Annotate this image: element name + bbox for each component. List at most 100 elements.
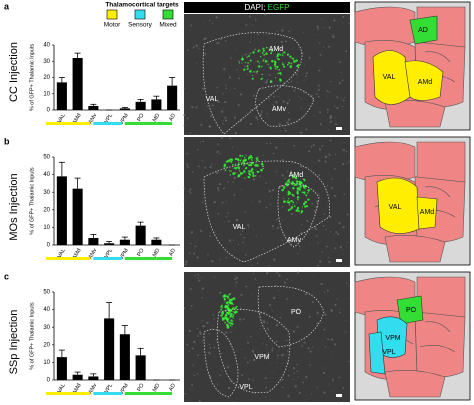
tissue-speck <box>341 105 344 108</box>
tissue-speck <box>207 254 209 256</box>
tissue-speck <box>332 380 334 382</box>
egfp-signal <box>301 191 304 194</box>
egfp-signal <box>290 63 292 65</box>
tissue-speck <box>208 19 211 22</box>
y-tick-label: 0 <box>47 378 51 384</box>
tissue-speck <box>215 338 218 341</box>
egfp-signal <box>274 67 277 70</box>
egfp-signal <box>289 208 292 211</box>
tissue-speck <box>224 100 227 104</box>
egfp-signal <box>247 61 249 64</box>
tissue-speck <box>275 324 279 327</box>
tissue-speck <box>200 142 202 144</box>
tissue-speck <box>193 374 196 377</box>
atlas-boundary <box>424 321 451 333</box>
egfp-signal <box>220 308 223 311</box>
egfp-signal <box>251 171 255 174</box>
tissue-speck <box>301 223 303 226</box>
egfp-signal <box>228 293 230 296</box>
tissue-speck <box>330 308 333 312</box>
tissue-speck <box>244 154 248 157</box>
tissue-speck <box>321 217 323 219</box>
tissue-speck <box>278 32 280 35</box>
egfp-signal <box>274 65 277 68</box>
tissue-speck <box>293 144 296 147</box>
tissue-speck <box>265 182 267 184</box>
category-group-bar <box>77 392 91 395</box>
x-tick-label: PO <box>136 382 146 393</box>
tissue-speck <box>224 40 227 42</box>
egfp-signal <box>297 190 299 192</box>
tissue-speck <box>254 393 256 395</box>
x-tick-label: VPL <box>104 113 114 125</box>
bar <box>56 357 67 380</box>
tissue-speck <box>345 282 348 284</box>
tissue-speck <box>268 190 271 193</box>
egfp-signal <box>292 176 294 179</box>
egfp-signal <box>295 177 297 180</box>
tissue-speck <box>239 233 242 236</box>
tissue-speck <box>251 294 253 296</box>
egfp-signal <box>228 298 230 300</box>
tissue-speck <box>245 24 248 26</box>
tissue-speck <box>295 73 298 76</box>
tissue-speck <box>316 93 318 95</box>
tissue-speck <box>215 15 218 18</box>
tissue-speck <box>298 391 301 394</box>
panel-letter: b <box>4 136 10 146</box>
tissue-speck <box>271 225 274 228</box>
egfp-signal <box>286 182 288 184</box>
tissue-speck <box>202 351 204 353</box>
tissue-speck <box>264 13 267 16</box>
region-outline <box>257 286 325 348</box>
y-tick-label: 20 <box>43 207 50 213</box>
tissue-speck <box>189 308 191 309</box>
tissue-speck <box>321 145 324 147</box>
legend-title: Thalamocortical targets <box>105 2 179 9</box>
tissue-speck <box>341 50 343 52</box>
tissue-speck <box>348 285 350 287</box>
egfp-signal <box>288 181 291 184</box>
tissue-speck <box>281 239 283 241</box>
tissue-speck <box>214 383 215 385</box>
tissue-speck <box>258 200 261 203</box>
tissue-speck <box>213 201 216 204</box>
bar <box>72 58 83 110</box>
legend-label: Motor <box>104 22 121 29</box>
egfp-signal <box>270 49 274 52</box>
tissue-speck <box>283 127 285 129</box>
tissue-speck <box>217 212 220 215</box>
tissue-speck <box>289 28 291 30</box>
bar <box>72 374 83 380</box>
tissue-speck <box>319 111 322 114</box>
tissue-speck <box>212 324 214 327</box>
egfp-signal <box>226 166 228 168</box>
tissue-speck <box>298 256 300 258</box>
egfp-signal <box>231 299 233 302</box>
tissue-speck <box>247 377 250 380</box>
tissue-speck <box>239 93 243 96</box>
tissue-speck <box>227 386 231 390</box>
tissue-speck <box>326 89 329 92</box>
egfp-signal <box>243 170 246 173</box>
tissue-speck <box>192 48 194 50</box>
egfp-signal <box>240 162 243 165</box>
tissue-speck <box>281 205 284 208</box>
tissue-speck <box>231 328 233 330</box>
tissue-speck <box>288 396 291 398</box>
egfp-signal <box>241 57 244 61</box>
tissue-speck <box>255 71 258 75</box>
tissue-speck <box>187 166 190 169</box>
image-region-label: AMv <box>287 237 302 244</box>
tissue-speck <box>284 129 287 132</box>
egfp-signal <box>261 73 263 76</box>
tissue-speck <box>266 142 268 144</box>
tissue-speck <box>221 201 224 204</box>
tissue-speck <box>308 150 311 153</box>
tissue-speck <box>240 62 243 65</box>
tissue-speck <box>244 53 247 56</box>
egfp-signal <box>230 319 233 322</box>
tissue-speck <box>222 93 224 95</box>
atlas-region-label: AD <box>418 27 428 34</box>
tissue-speck <box>288 99 291 101</box>
